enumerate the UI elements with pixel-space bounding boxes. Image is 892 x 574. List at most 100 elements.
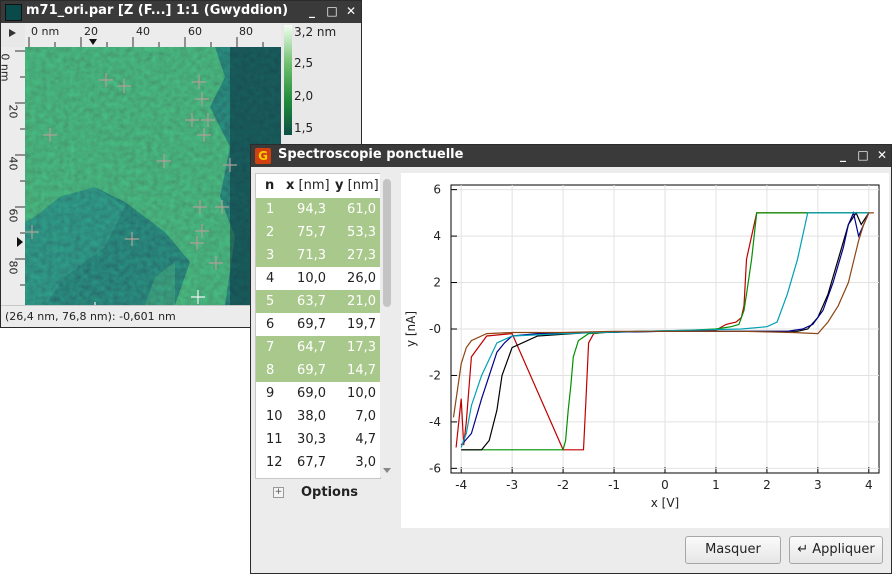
close-icon[interactable]: ✕ [876, 148, 888, 162]
cell-y: 26,0 [347, 271, 376, 286]
points-list[interactable]: n x [nm] y [nm] 1 94,3 61,0 2 75,7 53,3 3 71,3 2… [255, 173, 381, 479]
cell-n: 5 [266, 294, 275, 309]
table-row[interactable]: 10 38,0 7,0 [256, 405, 380, 428]
cell-n: 7 [266, 340, 275, 355]
x-tick-label: -3 [506, 478, 518, 492]
hruler-label: 60 [188, 25, 202, 38]
spectroscopy-content: n x [nm] y [nm] 1 94,3 61,0 2 75,7 53,3 3 71,3 2… [251, 167, 891, 573]
table-row[interactable]: 3 71,3 27,3 [256, 244, 380, 267]
y-tick-label: 2 [433, 276, 441, 290]
table-row[interactable]: 8 69,7 14,7 [256, 359, 380, 382]
table-row[interactable]: 6 69,7 19,7 [256, 313, 380, 336]
cell-n: 4 [266, 271, 275, 286]
colorbar-label: 3,2 nm [294, 25, 337, 39]
image-window-titlebar[interactable]: m71_ori.par [Z (F...] 1:1 (Gwyddion) _ □… [1, 1, 361, 23]
cell-n: 10 [266, 409, 283, 424]
cell-x: 69,7 [297, 363, 326, 378]
series-line [452, 212, 874, 418]
x-tick-label: 3 [814, 478, 822, 492]
image-window-title: m71_ori.par [Z (F...] 1:1 (Gwyddion) [26, 3, 289, 18]
colorbar [284, 25, 292, 135]
colorbar-label: 1,5 [294, 121, 314, 135]
points-list-header: n x [nm] y [nm] [256, 174, 380, 199]
cell-y: 21,0 [347, 294, 376, 309]
cell-n: 11 [266, 432, 283, 447]
maximize-icon[interactable]: □ [857, 148, 869, 162]
y-tick-label: -6 [429, 461, 441, 475]
x-axis-label: x [V] [651, 496, 680, 510]
apply-button[interactable]: ↵ Appliquer [789, 536, 883, 564]
cell-x: 64,7 [297, 340, 326, 355]
maximize-icon[interactable]: □ [326, 4, 338, 18]
horizontal-ruler: 0 nm 20 40 60 80 [25, 23, 281, 47]
x-tick-label: 0 [661, 478, 669, 492]
expander-plus-icon: + [273, 487, 284, 498]
cell-n: 8 [266, 363, 275, 378]
vruler-ticks [15, 50, 25, 286]
colorbar-label: 2,5 [294, 56, 314, 70]
cell-x: 30,3 [297, 432, 326, 447]
vruler-label: 80 [6, 260, 20, 275]
x-tick-label: -2 [557, 478, 569, 492]
cell-y: 4,7 [355, 432, 376, 447]
y-axis-label: y [nA] [404, 311, 418, 347]
vruler-label: 40 [6, 156, 20, 171]
vruler-label: 0 nm [0, 53, 12, 82]
table-row[interactable]: 9 69,0 10,0 [256, 382, 380, 405]
cell-n: 2 [266, 225, 275, 240]
options-label: Options [301, 485, 358, 500]
y-tick-label: -2 [429, 368, 441, 382]
hide-button[interactable]: Masquer [685, 536, 781, 564]
options-expander[interactable]: + Options [273, 485, 393, 503]
topography-image[interactable] [25, 47, 281, 305]
apply-enter-icon: ↵ [797, 542, 809, 557]
table-row[interactable]: 12 67,7 3,0 [256, 451, 380, 474]
cell-x: 69,7 [297, 317, 326, 332]
series-line [460, 212, 869, 448]
hruler-label: 20 [84, 25, 98, 38]
table-row[interactable]: 7 64,7 17,3 [256, 336, 380, 359]
y-tick-label: 4 [433, 229, 441, 243]
hruler-label: 80 [239, 25, 253, 38]
cell-n: 1 [266, 202, 275, 217]
col-header-x[interactable]: x [nm] [286, 178, 330, 193]
cell-y: 19,7 [347, 317, 376, 332]
close-icon[interactable]: ✕ [345, 4, 357, 18]
cell-y: 27,3 [347, 248, 376, 263]
scrollbar-thumb[interactable] [383, 179, 391, 307]
minimize-icon[interactable]: _ [309, 4, 315, 18]
spectroscopy-titlebar[interactable]: G Spectroscopie ponctuelle _ □ ✕ [251, 145, 891, 167]
hruler-label: 40 [136, 25, 150, 38]
x-tick-label: 1 [712, 478, 720, 492]
cell-n: 6 [266, 317, 275, 332]
table-row[interactable]: 4 10,0 26,0 [256, 267, 380, 290]
table-row[interactable]: 5 63,7 21,0 [256, 290, 380, 313]
table-row[interactable]: 1 94,3 61,0 [256, 198, 380, 221]
colorbar-label: 2,0 [294, 89, 314, 103]
cell-x: 71,3 [297, 248, 326, 263]
minimize-icon[interactable]: _ [840, 148, 846, 162]
spectroscopy-window[interactable]: G Spectroscopie ponctuelle _ □ ✕ n x [nm… [250, 144, 892, 574]
col-header-n[interactable]: n [265, 178, 275, 193]
points-list-scrollbar[interactable] [380, 173, 394, 477]
scroll-down-arrow-icon[interactable] [383, 468, 391, 473]
image-window[interactable]: m71_ori.par [Z (F...] 1:1 (Gwyddion) _ □… [0, 0, 362, 328]
cell-x: 38,0 [297, 409, 326, 424]
hide-button-label: Masquer [705, 542, 761, 557]
col-header-y[interactable]: y [nm] [335, 178, 379, 193]
cell-n: 9 [266, 386, 275, 401]
cell-x: 75,7 [297, 225, 326, 240]
cell-x: 94,3 [297, 202, 326, 217]
cell-x: 67,7 [297, 455, 326, 470]
vruler-label: 60 [6, 208, 20, 223]
vertical-ruler: 0 nm 20 40 60 80 [0, 47, 25, 305]
y-tick-label: 6 [433, 183, 441, 197]
y-tick-label: -0 [429, 322, 441, 336]
table-row[interactable]: 2 75,7 53,3 [256, 221, 380, 244]
cell-y: 17,3 [347, 340, 376, 355]
cell-x: 69,0 [297, 386, 326, 401]
spectroscopy-graph[interactable]: -4 -3 -2 -1 0 1 2 3 4 6 4 2 -0 -2 -4 -6 x [V] y [nA] [401, 173, 889, 528]
view-menu-arrow-icon[interactable] [9, 29, 16, 37]
table-row[interactable]: 11 30,3 4,7 [256, 428, 380, 451]
hruler-ticks [28, 37, 264, 47]
